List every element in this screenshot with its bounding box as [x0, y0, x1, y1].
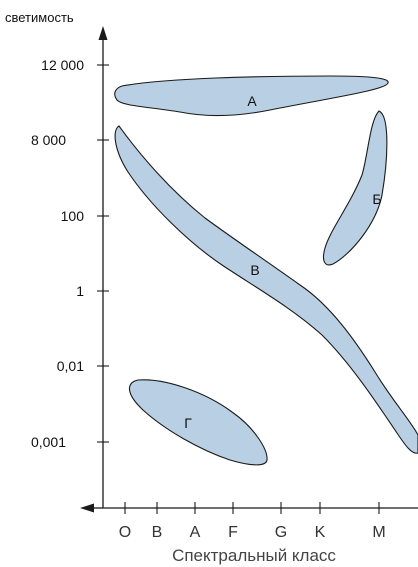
x-tick-label: K — [315, 524, 326, 541]
y-tick-label: 1 — [76, 283, 84, 299]
y-tick-label: 100 — [61, 208, 85, 224]
y-tick-label: 0,001 — [31, 434, 66, 450]
x-tick-label: O — [119, 524, 131, 541]
region-v-label: В — [250, 262, 259, 278]
y-axis-arrow — [98, 26, 108, 40]
x-tick-label: F — [228, 524, 238, 541]
x-axis-arrow — [80, 503, 94, 513]
x-axis-label: Спектральный класс — [172, 546, 336, 565]
y-tick-label: 8 000 — [31, 132, 66, 148]
x-tick-label: A — [190, 524, 201, 541]
y-tick-label: 0,01 — [57, 358, 84, 374]
y-axis-label: светимость — [5, 10, 74, 25]
region-g-white-dwarfs — [129, 379, 268, 466]
region-b-giants — [323, 110, 388, 266]
x-tick-label: G — [275, 524, 287, 541]
region-a-label: А — [247, 93, 257, 109]
x-tick-label: M — [372, 524, 385, 541]
x-tick-label: B — [152, 524, 163, 541]
region-v-main-sequence — [114, 125, 418, 454]
y-tick-label: 12 000 — [41, 57, 84, 73]
region-g-label: Г — [184, 415, 192, 431]
region-a-supergiants — [114, 75, 389, 117]
region-b-label: Б — [372, 191, 381, 207]
